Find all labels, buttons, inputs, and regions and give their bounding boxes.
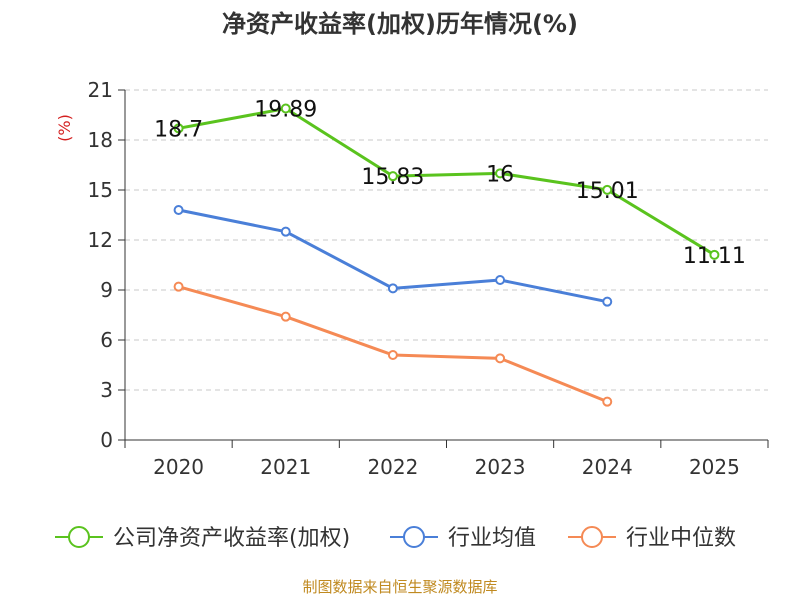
data-point [173,123,184,134]
legend-label: 行业中位数 [626,526,736,551]
x-tick-label: 2022 [367,455,418,479]
legend-label: 公司净资产收益率(加权) [113,526,350,551]
data-label: 15.83 [361,165,424,190]
data-label: 19.89 [254,98,317,123]
data-point [387,283,398,294]
y-tick-label: 0 [100,428,113,452]
chart-title: 净资产收益率(加权)历年情况(%) [222,10,578,38]
legend-swatch-marker [581,526,603,548]
x-tick-label: 2024 [582,455,633,479]
x-tick-label: 2021 [260,455,311,479]
grid-lines [125,89,768,391]
y-tick-label: 3 [100,378,113,402]
data-label: 18.7 [154,117,203,142]
data-point [602,396,613,407]
axes [124,90,768,441]
series-lines [173,103,720,407]
data-label: 16 [486,162,514,187]
data-point [173,205,184,215]
y-tick-label: 12 [88,228,113,252]
y-tick-label: 21 [88,78,113,102]
y-axis-ticks: 0 3 6 9 12 15 18 21 [88,78,125,452]
data-point [495,275,506,285]
data-label: 11.11 [683,244,746,269]
data-point [602,184,613,195]
data-point [495,168,506,179]
y-tick-label: 15 [88,178,113,202]
y-tick-label: 9 [100,278,113,302]
data-point [280,311,291,322]
data-point [387,350,398,360]
data-point [387,171,398,182]
data-point [709,249,720,260]
x-tick-label: 2020 [153,455,204,479]
legend-swatch-marker [68,526,90,548]
data-point [280,103,291,114]
footer-source: 制图数据来自恒生聚源数据库 [302,578,497,596]
data-point [602,296,613,307]
x-axis-ticks: 2020 2021 2022 2023 2024 2025 [124,440,769,479]
data-labels: 18.7 19.89 15.83 16 15.01 11.11 [154,98,746,269]
series-line-2 [178,285,608,404]
y-tick-label: 6 [100,328,113,352]
y-tick-label: 18 [88,128,113,152]
x-tick-label: 2023 [475,455,526,479]
data-point [173,281,184,292]
series-line-0 [178,107,716,257]
legend-label: 行业均值 [448,526,536,551]
y-axis-unit-label: (%) [55,114,74,142]
legend-swatch-marker [403,526,425,548]
data-point [280,226,291,237]
x-tick-label: 2025 [689,455,740,479]
legend: 公司净资产收益率(加权) 行业均值 行业中位数 [55,526,736,551]
data-label: 15.01 [576,179,639,204]
data-point [495,353,506,364]
